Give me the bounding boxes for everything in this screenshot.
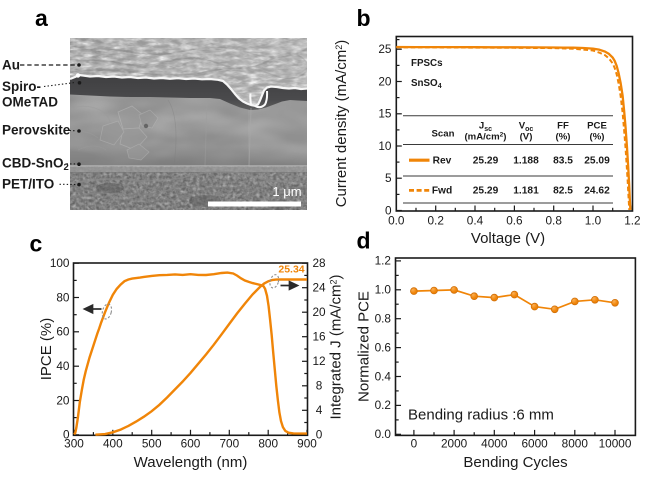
svg-text:Voltage (V): Voltage (V) [471,230,545,247]
svg-text:82.5: 82.5 [553,186,573,197]
svg-text:40: 40 [56,359,70,373]
svg-text:Wavelength (nm): Wavelength (nm) [134,454,248,471]
svg-text:IPCE (%): IPCE (%) [38,318,55,381]
svg-text:100: 100 [50,256,70,270]
svg-text:CBD-SnO2: CBD-SnO2 [2,156,69,174]
svg-text:600: 600 [181,437,201,451]
svg-text:24.62: 24.62 [584,186,610,197]
svg-text:(V): (V) [520,132,533,143]
svg-text:Au: Au [2,58,20,73]
svg-text:Perovskite: Perovskite [2,123,71,138]
svg-text:8000: 8000 [562,437,589,451]
svg-text:PET/ITO: PET/ITO [2,177,54,192]
svg-text:Fwd: Fwd [432,186,452,197]
svg-text:(%): (%) [590,132,605,143]
svg-text:Bending Cycles: Bending Cycles [463,454,567,471]
svg-text:83.5: 83.5 [553,156,573,167]
svg-text:1.2: 1.2 [624,214,640,228]
svg-text:10: 10 [378,139,392,153]
svg-text:80: 80 [56,290,70,304]
svg-text:PCE: PCE [587,121,607,132]
svg-text:Scan: Scan [432,129,455,140]
svg-text:0.6: 0.6 [375,340,392,354]
svg-text:Bending radius :6 mm: Bending radius :6 mm [408,407,554,424]
svg-text:(mA/cm2): (mA/cm2) [464,132,506,143]
svg-text:1.2: 1.2 [375,254,391,268]
svg-text:700: 700 [219,437,239,451]
svg-text:Current density (mA/cm2): Current density (mA/cm2) [333,40,350,208]
svg-text:1.181: 1.181 [513,186,539,197]
svg-text:400: 400 [103,437,123,451]
svg-text:b: b [357,5,371,31]
svg-text:20: 20 [378,74,392,88]
svg-text:20: 20 [312,305,326,319]
svg-text:0: 0 [63,428,70,442]
svg-text:Rev: Rev [433,156,452,167]
svg-text:0.4: 0.4 [375,369,392,383]
svg-text:0.2: 0.2 [375,398,391,412]
svg-text:0: 0 [316,428,323,442]
svg-text:0.8: 0.8 [545,214,562,228]
svg-text:25.09: 25.09 [584,156,610,167]
svg-text:25.29: 25.29 [473,186,499,197]
svg-text:0: 0 [385,203,392,217]
svg-text:d: d [357,228,371,254]
svg-text:12: 12 [312,354,325,368]
svg-text:0.0: 0.0 [388,214,405,228]
svg-text:0.6: 0.6 [506,214,523,228]
svg-text:2000: 2000 [441,437,468,451]
svg-text:Spiro-: Spiro- [2,79,41,94]
svg-text:5: 5 [385,171,392,185]
svg-text:0.8: 0.8 [375,312,392,326]
svg-text:0: 0 [411,437,418,451]
svg-text:0.2: 0.2 [427,214,443,228]
svg-text:60: 60 [56,325,70,339]
svg-text:Integrated J (mA/cm2): Integrated J (mA/cm2) [328,274,345,419]
svg-text:1.0: 1.0 [585,214,602,228]
svg-text:10000: 10000 [599,437,632,451]
svg-text:0.0: 0.0 [375,427,392,441]
svg-text:OMeTAD: OMeTAD [2,95,58,110]
svg-text:28: 28 [312,256,326,270]
svg-text:(%): (%) [556,132,571,143]
svg-text:FPSCs: FPSCs [411,58,443,69]
svg-text:4000: 4000 [481,437,508,451]
svg-text:SnSO4: SnSO4 [411,78,442,90]
svg-text:0.4: 0.4 [467,214,484,228]
svg-text:6000: 6000 [521,437,548,451]
svg-text:15: 15 [378,107,392,121]
svg-text:25.29: 25.29 [473,156,499,167]
svg-text:8: 8 [316,379,323,393]
svg-text:c: c [30,231,43,257]
svg-text:FF: FF [557,121,569,132]
svg-text:800: 800 [258,437,278,451]
svg-text:25: 25 [378,42,392,56]
svg-text:1 μm: 1 μm [272,184,301,199]
svg-text:25.34: 25.34 [278,264,304,276]
svg-text:1.188: 1.188 [513,156,539,167]
svg-text:Normalized PCE: Normalized PCE [356,291,373,402]
svg-text:900: 900 [297,437,317,451]
svg-text:1.0: 1.0 [375,283,392,297]
svg-text:16: 16 [312,330,326,344]
svg-text:500: 500 [142,437,162,451]
svg-text:20: 20 [56,393,70,407]
svg-text:4: 4 [316,403,323,417]
svg-text:a: a [35,5,48,31]
svg-text:24: 24 [312,281,326,295]
svg-text:300: 300 [64,437,84,451]
